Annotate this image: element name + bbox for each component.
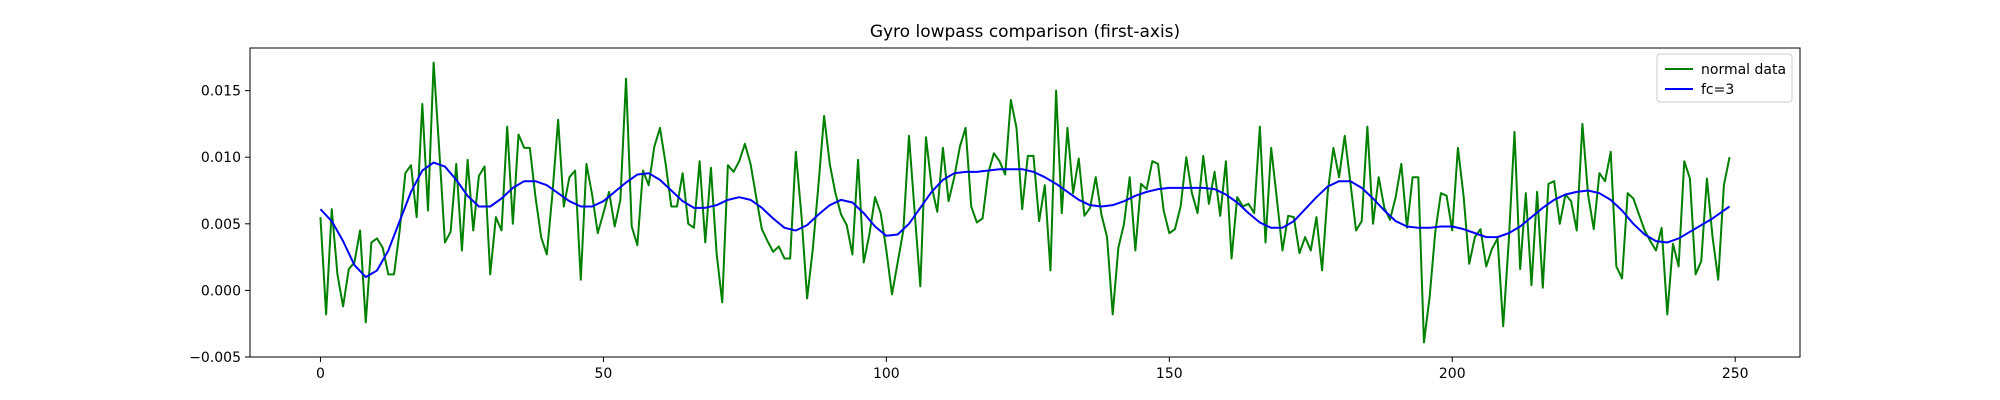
plot-area bbox=[249, 47, 1801, 358]
series-layer bbox=[319, 61, 1731, 344]
y-tick-label: −0.005 bbox=[189, 350, 241, 366]
y-tick-label: 0.015 bbox=[201, 84, 241, 100]
series-line-fc3 bbox=[319, 161, 1731, 279]
legend: normal data fc=3 bbox=[1656, 53, 1793, 103]
x-tick-label: 150 bbox=[1156, 366, 1183, 382]
legend-label-fc3: fc=3 bbox=[1701, 82, 1734, 98]
y-tick-label: 0.000 bbox=[201, 283, 241, 299]
y-tick-label: 0.005 bbox=[201, 217, 241, 233]
series-line-normal-data bbox=[319, 61, 1731, 344]
x-tick-label: 200 bbox=[1439, 366, 1466, 382]
y-axis: −0.005 0.000 0.005 0.010 0.015 bbox=[189, 84, 250, 366]
x-tick-label: 50 bbox=[594, 366, 612, 382]
x-tick-label: 250 bbox=[1722, 366, 1749, 382]
x-tick-label: 100 bbox=[873, 366, 900, 382]
y-tick-label: 0.010 bbox=[201, 150, 241, 166]
chart-title: Gyro lowpass comparison (first-axis) bbox=[870, 22, 1180, 42]
legend-label-normal-data: normal data bbox=[1701, 62, 1786, 78]
axes-frame bbox=[249, 47, 1801, 358]
x-axis: 0 50 100 150 200 250 bbox=[316, 357, 1749, 382]
x-tick-label: 0 bbox=[316, 366, 325, 382]
